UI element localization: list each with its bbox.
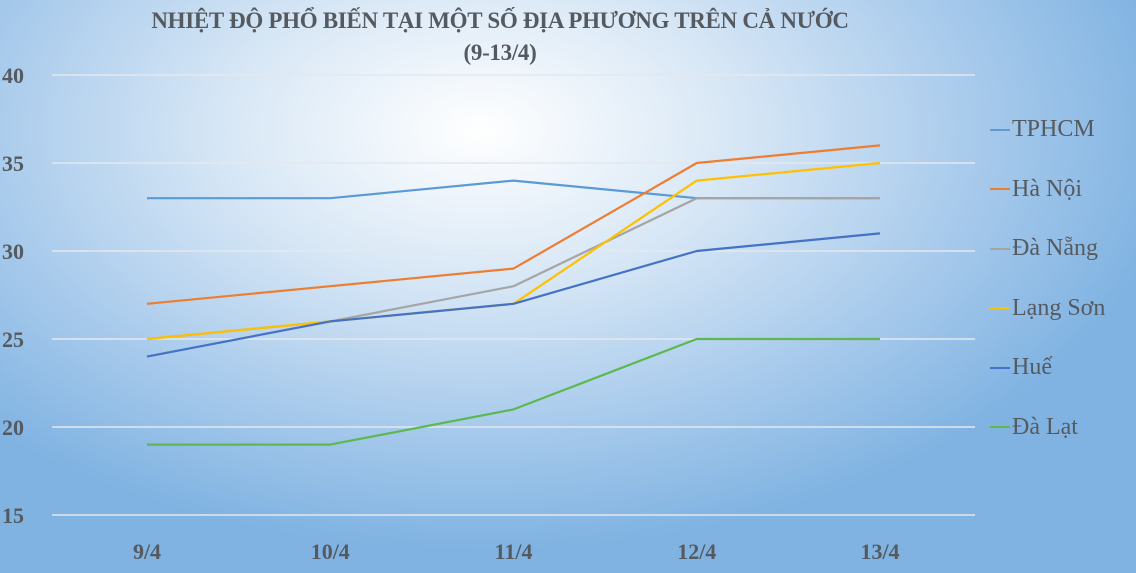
y-tick-label: 40 bbox=[2, 63, 24, 88]
y-tick-label: 30 bbox=[2, 239, 24, 264]
legend-line-swatch-icon bbox=[990, 366, 1010, 369]
legend-label: Huế bbox=[1012, 354, 1052, 381]
legend-item: Đà Nẵng bbox=[990, 219, 1136, 279]
y-tick-label: 35 bbox=[2, 151, 24, 176]
legend-line-swatch-icon bbox=[990, 426, 1010, 429]
y-tick-label: 25 bbox=[2, 327, 24, 352]
series-line-4 bbox=[146, 232, 881, 358]
series-lines bbox=[146, 144, 881, 446]
y-tick-label: 20 bbox=[2, 415, 24, 440]
chart-title: NHIỆT ĐỘ PHỔ BIẾN TẠI MỘT SỐ ĐỊA PHƯƠNG … bbox=[151, 8, 849, 33]
legend: TPHCM Hà Nội Đà Nẵng Lạng Sơn Huế Đà Lạt bbox=[990, 100, 1136, 457]
legend-label: Lạng Sơn bbox=[1012, 294, 1106, 321]
series-line-1 bbox=[146, 144, 881, 305]
legend-label: Hà Nội bbox=[1012, 175, 1082, 202]
legend-line-swatch-icon bbox=[990, 128, 1010, 131]
y-tick-label: 15 bbox=[2, 503, 24, 528]
legend-item: Lạng Sơn bbox=[990, 279, 1136, 339]
x-tick-label: 13/4 bbox=[860, 539, 899, 564]
legend-label: Đà Lạt bbox=[1012, 413, 1078, 440]
legend-label: TPHCM bbox=[1012, 116, 1095, 143]
legend-line-swatch-icon bbox=[990, 247, 1010, 250]
legend-item: Hà Nội bbox=[990, 160, 1136, 220]
series-line-5 bbox=[147, 337, 880, 446]
legend-item: Đà Lạt bbox=[990, 398, 1136, 458]
legend-label: Đà Nẵng bbox=[1012, 235, 1098, 262]
x-axis: 9/4 10/4 11/4 12/4 13/4 bbox=[133, 539, 900, 564]
x-tick-label: 10/4 bbox=[311, 539, 350, 564]
gridlines bbox=[52, 74, 975, 516]
x-tick-label: 12/4 bbox=[677, 539, 716, 564]
legend-item: Huế bbox=[990, 338, 1136, 398]
x-tick-label: 9/4 bbox=[133, 539, 161, 564]
chart-subtitle: (9-13/4) bbox=[463, 40, 537, 65]
x-tick-label: 11/4 bbox=[495, 539, 533, 564]
legend-line-swatch-icon bbox=[990, 307, 1010, 310]
legend-item: TPHCM bbox=[990, 100, 1136, 160]
series-line-0 bbox=[147, 179, 880, 200]
y-axis: 40 35 30 25 20 15 bbox=[2, 63, 24, 528]
legend-line-swatch-icon bbox=[990, 188, 1010, 191]
